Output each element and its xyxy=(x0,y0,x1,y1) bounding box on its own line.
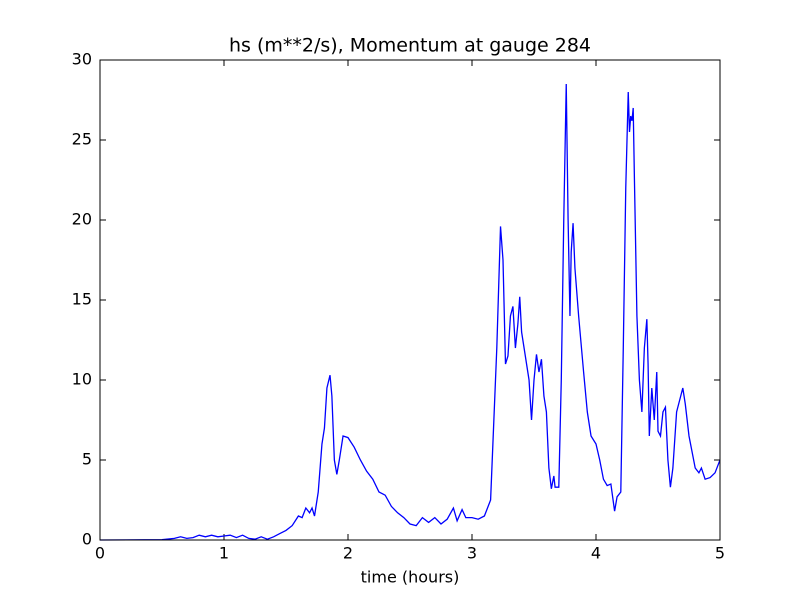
x-tick-label: 2 xyxy=(343,544,353,563)
x-tick-label: 5 xyxy=(715,544,725,563)
x-axis-label: time (hours) xyxy=(361,568,460,587)
y-tick-label: 25 xyxy=(72,130,92,149)
x-tick-label: 1 xyxy=(219,544,229,563)
y-tick-label: 15 xyxy=(72,290,92,309)
plot-frame xyxy=(99,59,721,541)
data-line xyxy=(99,83,721,541)
y-tick-label: 30 xyxy=(72,50,92,69)
x-tick-label: 3 xyxy=(467,544,477,563)
y-tick-label: 5 xyxy=(82,450,92,469)
chart-title: hs (m**2/s), Momentum at gauge 284 xyxy=(229,35,591,57)
x-tick-label: 0 xyxy=(95,544,105,563)
y-tick-label: 0 xyxy=(82,530,92,549)
y-tick-label: 20 xyxy=(72,210,92,229)
y-tick-label: 10 xyxy=(72,370,92,389)
x-tick-label: 4 xyxy=(591,544,601,563)
